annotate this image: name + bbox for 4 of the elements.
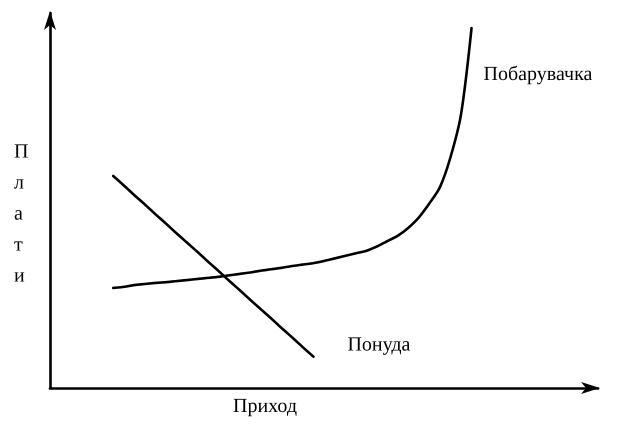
y-axis-title: Плати — [14, 140, 28, 286]
x-axis-title: Приход — [233, 395, 297, 417]
series-label: Понуда — [347, 334, 411, 356]
series-label: Побарувачка — [484, 63, 592, 86]
